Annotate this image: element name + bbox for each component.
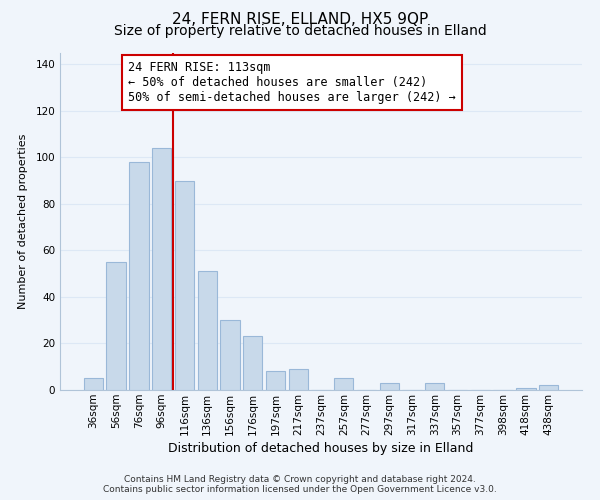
- Bar: [175, 180, 194, 390]
- Text: 24, FERN RISE, ELLAND, HX5 9QP: 24, FERN RISE, ELLAND, HX5 9QP: [172, 12, 428, 28]
- Bar: [106, 262, 126, 390]
- Y-axis label: Number of detached properties: Number of detached properties: [19, 134, 28, 309]
- Bar: [84, 378, 103, 390]
- Bar: [516, 388, 536, 390]
- Bar: [289, 369, 308, 390]
- Text: Size of property relative to detached houses in Elland: Size of property relative to detached ho…: [113, 24, 487, 38]
- X-axis label: Distribution of detached houses by size in Elland: Distribution of detached houses by size …: [169, 442, 473, 455]
- Bar: [152, 148, 172, 390]
- Bar: [220, 320, 239, 390]
- Bar: [539, 386, 558, 390]
- Text: Contains HM Land Registry data © Crown copyright and database right 2024.
Contai: Contains HM Land Registry data © Crown c…: [103, 474, 497, 494]
- Bar: [334, 378, 353, 390]
- Bar: [380, 383, 399, 390]
- Bar: [129, 162, 149, 390]
- Bar: [197, 272, 217, 390]
- Bar: [266, 372, 285, 390]
- Bar: [425, 383, 445, 390]
- Text: 24 FERN RISE: 113sqm
← 50% of detached houses are smaller (242)
50% of semi-deta: 24 FERN RISE: 113sqm ← 50% of detached h…: [128, 61, 455, 104]
- Bar: [243, 336, 262, 390]
